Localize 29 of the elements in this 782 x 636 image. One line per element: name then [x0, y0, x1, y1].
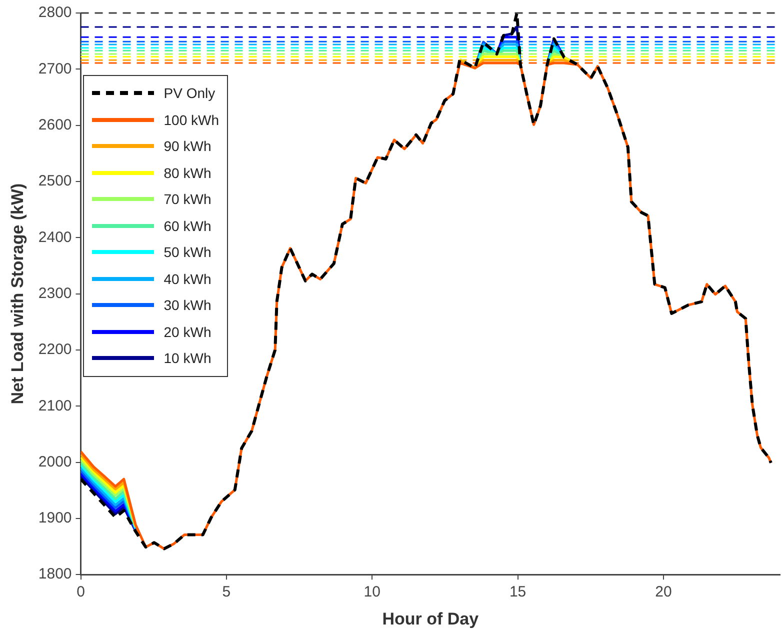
- legend-label: 70 kWh: [164, 191, 212, 208]
- legend-label: 30 kWh: [164, 297, 212, 314]
- y-tick-label: 2200: [38, 341, 72, 358]
- legend-label: 90 kWh: [164, 138, 212, 154]
- y-tick-label: 2100: [38, 397, 72, 414]
- y-tick-label: 2800: [38, 4, 72, 22]
- y-tick-label: 2500: [38, 172, 72, 190]
- legend-label: 10 kWh: [164, 350, 212, 366]
- y-tick-label: 2400: [38, 228, 72, 246]
- x-tick-label: 5: [222, 584, 231, 601]
- legend-label: 80 kWh: [164, 164, 212, 181]
- y-tick-label: 2000: [38, 453, 72, 470]
- y-axis-title: Net Load with Storage (kW): [8, 183, 27, 404]
- legend-label: 40 kWh: [164, 270, 212, 287]
- legend-label: 50 kWh: [164, 244, 212, 260]
- x-axis-title: Hour of Day: [382, 609, 480, 628]
- y-tick-label: 2300: [38, 284, 72, 302]
- y-tick-label: 2700: [38, 60, 72, 78]
- x-tick-label: 10: [364, 584, 380, 601]
- x-tick-label: 15: [509, 584, 526, 601]
- x-tick-label: 0: [76, 584, 85, 601]
- legend-label: 100 kWh: [164, 112, 220, 128]
- x-tick-label: 20: [655, 584, 672, 601]
- legend-label: 60 kWh: [164, 218, 212, 234]
- legend-label: 20 kWh: [164, 324, 212, 340]
- y-tick-label: 1800: [38, 566, 72, 583]
- legend-label: PV Only: [164, 85, 216, 102]
- y-tick-label: 2600: [38, 116, 72, 134]
- y-tick-label: 1900: [38, 510, 72, 527]
